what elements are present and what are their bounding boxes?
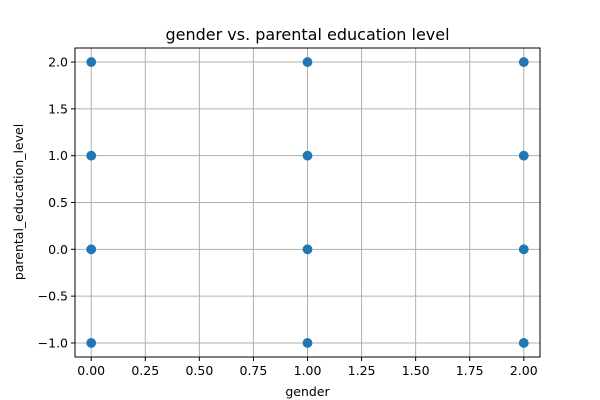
y-axis-ticks: −1.0 −0.5 0.0 0.5 1.0 1.5 2.0 xyxy=(38,55,75,350)
scatter-point xyxy=(302,57,313,67)
grid xyxy=(75,48,540,357)
x-tick-label: 1.00 xyxy=(294,363,322,378)
y-tick-label: 2.0 xyxy=(48,55,68,70)
x-tick-label: 2.00 xyxy=(510,363,538,378)
x-tick-label: 0.75 xyxy=(240,363,268,378)
scatter-point xyxy=(86,57,97,67)
scatter-point xyxy=(518,244,529,255)
scatter-point xyxy=(302,244,313,255)
x-axis-label: gender xyxy=(285,384,330,399)
y-tick-label: 1.5 xyxy=(48,101,68,116)
y-tick-label: −1.0 xyxy=(38,335,68,350)
x-tick-label: 0.00 xyxy=(77,363,105,378)
x-tick-label: 0.25 xyxy=(131,363,159,378)
x-tick-label: 1.75 xyxy=(456,363,484,378)
y-axis-label: parental_education_level xyxy=(11,124,26,280)
y-tick-label: 0.0 xyxy=(48,242,68,257)
y-tick-label: 1.0 xyxy=(48,148,68,163)
scatter-point xyxy=(86,244,97,255)
scatter-point xyxy=(302,338,313,348)
data-points xyxy=(86,57,529,348)
scatter-point xyxy=(86,150,97,161)
chart-title: gender vs. parental education level xyxy=(165,25,449,44)
x-tick-label: 1.25 xyxy=(348,363,376,378)
x-tick-label: 0.50 xyxy=(185,363,213,378)
x-axis-ticks: 0.00 0.25 0.50 0.75 1.00 1.25 1.50 1.75 2.00 xyxy=(77,357,538,378)
y-tick-label: 0.5 xyxy=(48,195,68,210)
scatter-point xyxy=(86,338,97,348)
scatter-point xyxy=(518,338,529,348)
x-tick-label: 1.50 xyxy=(402,363,430,378)
y-tick-label: −0.5 xyxy=(38,289,68,304)
scatter-point xyxy=(518,150,529,161)
scatter-point xyxy=(302,150,313,161)
scatter-point xyxy=(518,57,529,67)
